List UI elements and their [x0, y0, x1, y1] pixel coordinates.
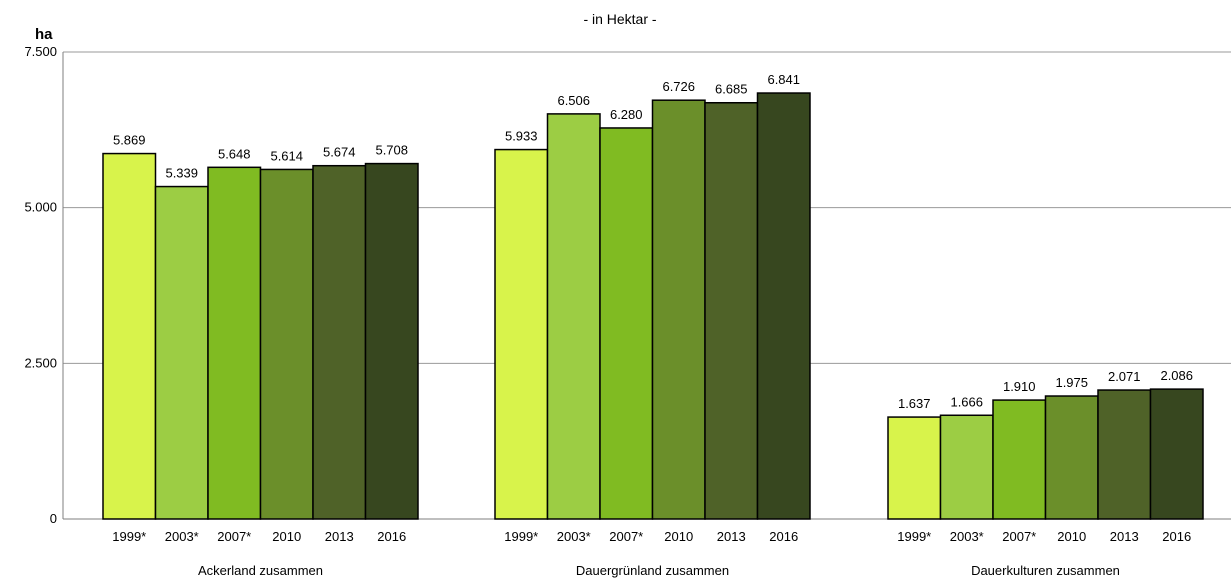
y-unit-label: ha	[35, 26, 53, 43]
x-tick-label: 2003*	[165, 529, 199, 544]
bar	[992, 399, 1047, 520]
x-tick-label: 2010	[664, 529, 693, 544]
data-label: 6.841	[767, 72, 800, 87]
data-label: 6.685	[715, 82, 748, 97]
bar	[939, 414, 994, 520]
x-tick-label: 2007*	[217, 529, 251, 544]
x-tick-label: 2016	[769, 529, 798, 544]
bar	[651, 99, 706, 520]
x-tick-label: 2010	[272, 529, 301, 544]
x-tick-label: 2010	[1057, 529, 1086, 544]
bar	[102, 152, 157, 520]
bar	[1044, 395, 1099, 520]
chart-subtitle: - in Hektar -	[583, 11, 656, 27]
group-label: Dauerkulturen zusammen	[971, 563, 1120, 578]
bar	[259, 168, 314, 520]
bar	[546, 113, 601, 520]
y-tick-label: 0	[50, 511, 57, 526]
data-label: 5.933	[505, 129, 538, 144]
y-tick-label: 5.000	[24, 200, 57, 215]
data-label: 6.726	[662, 79, 695, 94]
data-label: 5.708	[375, 143, 408, 158]
data-label: 6.506	[557, 93, 590, 108]
bar	[599, 127, 654, 520]
data-label: 1.910	[1003, 379, 1036, 394]
data-label: 5.869	[113, 133, 146, 148]
x-tick-label: 1999*	[504, 529, 538, 544]
x-tick-label: 2003*	[557, 529, 591, 544]
x-tick-label: 2016	[377, 529, 406, 544]
bar	[207, 166, 262, 520]
data-label: 5.339	[165, 166, 198, 181]
x-tick-label: 2007*	[1002, 529, 1036, 544]
data-label: 6.280	[610, 107, 643, 122]
bar	[756, 92, 811, 520]
x-tick-label: 2013	[325, 529, 354, 544]
data-label: 1.637	[898, 396, 931, 411]
x-tick-label: 2013	[1110, 529, 1139, 544]
x-tick-label: 2016	[1162, 529, 1191, 544]
x-tick-label: 2013	[717, 529, 746, 544]
group-label: Ackerland zusammen	[198, 563, 323, 578]
bar	[364, 162, 419, 520]
labels-layer: 0 2.500 5.000 7.500 5.869 1999* 5.339 2003* 5.64…	[24, 44, 1193, 578]
x-tick-label: 2007*	[609, 529, 643, 544]
group-label: Dauergrünland zusammen	[576, 563, 729, 578]
data-label: 2.071	[1108, 369, 1141, 384]
data-label: 2.086	[1160, 368, 1193, 383]
bar	[887, 416, 942, 520]
bar	[1097, 389, 1152, 520]
data-label: 5.648	[218, 146, 251, 161]
bars-layer	[102, 92, 1204, 520]
data-label: 1.666	[950, 394, 983, 409]
x-tick-label: 1999*	[112, 529, 146, 544]
bar	[704, 101, 759, 520]
bar	[312, 164, 367, 520]
bar	[1149, 388, 1204, 520]
data-label: 1.975	[1055, 375, 1088, 390]
bar	[154, 185, 209, 520]
x-tick-label: 2003*	[950, 529, 984, 544]
x-tick-label: 1999*	[897, 529, 931, 544]
y-tick-label: 7.500	[24, 44, 57, 59]
data-label: 5.674	[323, 145, 356, 160]
data-label: 5.614	[270, 148, 303, 163]
bar	[494, 148, 549, 520]
y-tick-label: 2.500	[24, 355, 57, 370]
